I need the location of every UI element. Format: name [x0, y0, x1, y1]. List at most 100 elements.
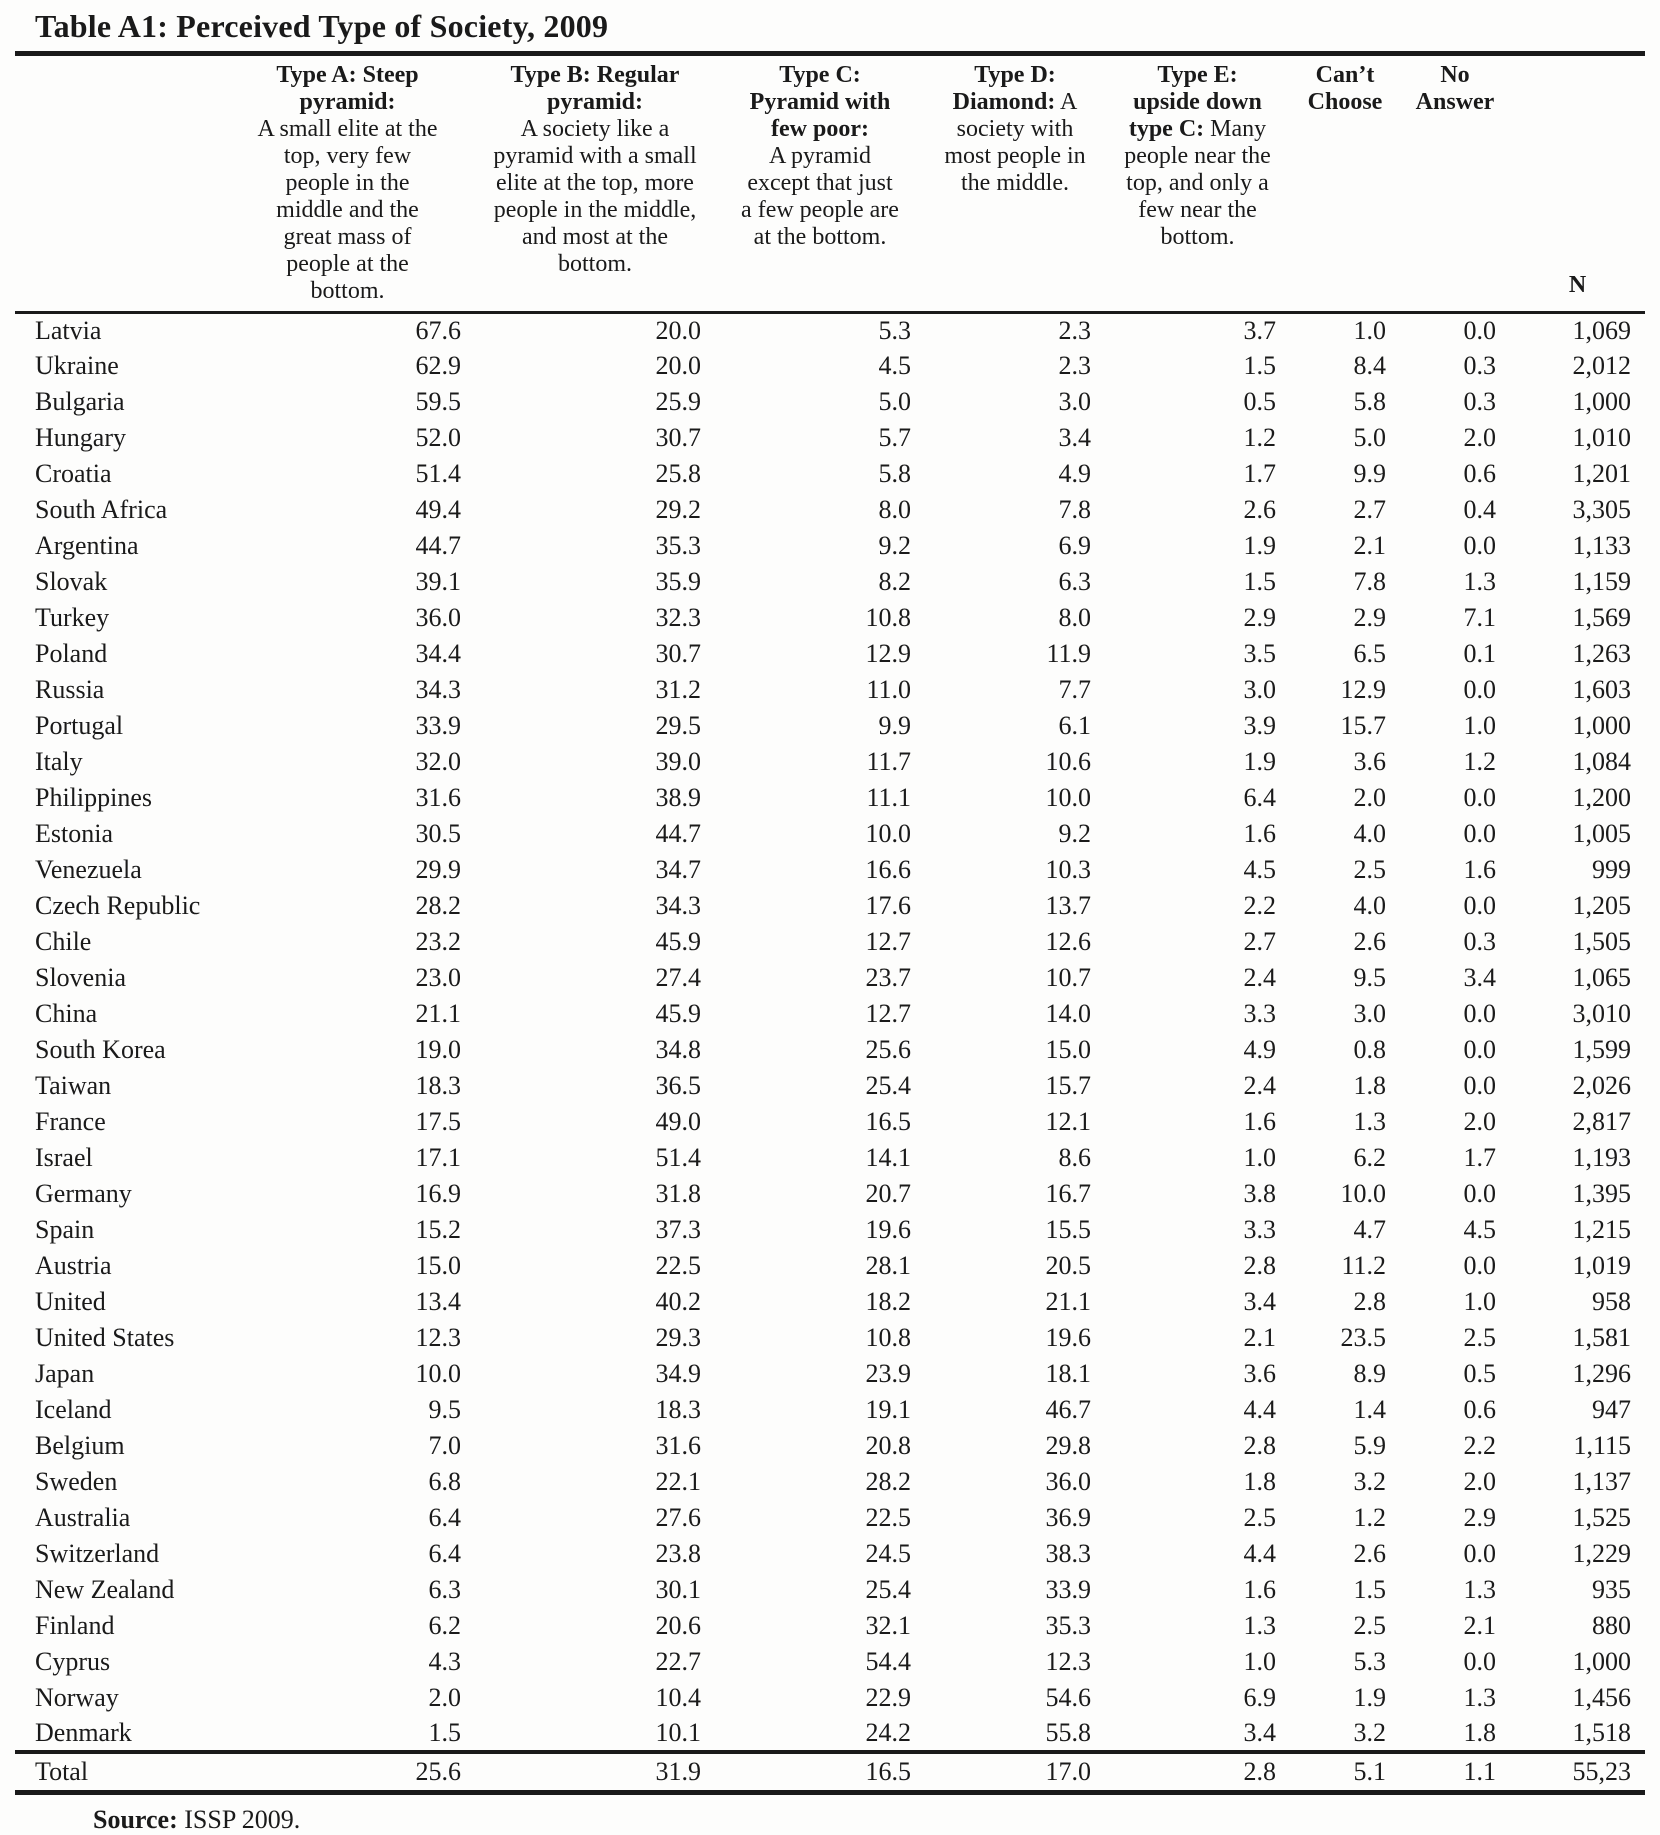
value-cell: 0.0: [1463, 999, 1497, 1029]
value-cell: 3.8: [1243, 1179, 1277, 1209]
value-cell: 1.2: [1353, 1503, 1387, 1533]
table-body: Latvia 67.6 20.0 5.3 2.3 3.7 1.0 0.0 1,069 Ukrain…: [15, 312, 1645, 1752]
value-cell: 15.7: [1045, 1071, 1092, 1101]
value-cell: 10.8: [865, 603, 912, 633]
value-cell: 14.1: [865, 1143, 912, 1173]
value-cell: 18.3: [415, 1071, 462, 1101]
value-cell: 2.4: [1243, 963, 1277, 993]
country-cell: Taiwan: [35, 1071, 112, 1101]
society-type-table: Type A: Steep pyramid: A small elite at …: [15, 50, 1645, 1795]
table-row: Estonia 30.5 44.7 10.0 9.2 1.6 4.0 0.0 1,005: [15, 816, 1645, 852]
value-cell: 1.6: [1243, 1107, 1277, 1137]
value-cell: 0.0: [1463, 1647, 1497, 1677]
value-cell: 15.7: [1340, 711, 1387, 741]
value-cell: 44.7: [415, 531, 462, 561]
value-cell: 1,296: [1572, 1359, 1632, 1389]
table-row: Finland 6.2 20.6 32.1 35.3 1.3 2.5 2.1 880: [15, 1608, 1645, 1644]
value-cell: 33.9: [1045, 1575, 1092, 1605]
country-cell: Italy: [35, 747, 83, 777]
value-cell: 4.5: [1243, 855, 1277, 885]
value-cell: 1.5: [1243, 351, 1277, 381]
value-cell: 0.0: [1463, 1035, 1497, 1065]
value-cell: 16.9: [415, 1179, 462, 1209]
value-cell: 2.0: [428, 1683, 462, 1713]
value-cell: 5.3: [878, 316, 912, 346]
value-cell: 9.9: [1353, 459, 1387, 489]
value-cell: 23.5: [1340, 1323, 1387, 1353]
value-cell: 5.1: [1290, 1750, 1400, 1795]
value-cell: 20.6: [655, 1611, 702, 1641]
value-cell: 16.5: [865, 1107, 912, 1137]
value-cell: 1.6: [1463, 855, 1497, 885]
value-cell: 3,305: [1572, 495, 1632, 525]
value-cell: 1,065: [1572, 963, 1632, 993]
value-cell: 10.4: [655, 1683, 702, 1713]
value-cell: 0.4: [1463, 495, 1497, 525]
value-cell: 2.1: [1463, 1611, 1497, 1641]
country-cell: Estonia: [35, 819, 113, 849]
value-cell: 7.7: [1058, 675, 1092, 705]
value-cell: 2.1: [1243, 1323, 1277, 1353]
value-cell: 40.2: [655, 1287, 702, 1317]
type-c-label: Type C: Pyramid with few poor:: [749, 61, 891, 142]
value-cell: 31.2: [655, 675, 702, 705]
column-header-type-d: Type D: Diamond: A society with most peo…: [925, 53, 1105, 314]
value-cell: 39.0: [655, 747, 702, 777]
value-cell: 21.1: [415, 999, 462, 1029]
value-cell: 1.9: [1243, 531, 1277, 561]
value-cell: 15.2: [415, 1215, 462, 1245]
value-cell: 2.4: [1243, 1071, 1277, 1101]
value-cell: 2.8: [1353, 1287, 1387, 1317]
table-row: Sweden 6.8 22.1 28.2 36.0 1.8 3.2 2.0 1,137: [15, 1464, 1645, 1500]
n-label: N: [1568, 271, 1587, 298]
value-cell: 28.1: [865, 1251, 912, 1281]
value-cell: 32.0: [415, 747, 462, 777]
table-row: Argentina 44.7 35.3 9.2 6.9 1.9 2.1 0.0 1,133: [15, 528, 1645, 564]
column-header-type-a: Type A: Steep pyramid: A small elite at …: [220, 53, 475, 314]
value-cell: 2.6: [1353, 927, 1387, 957]
value-cell: 7.8: [1353, 567, 1387, 597]
value-cell: 38.3: [1045, 1539, 1092, 1569]
value-cell: 6.3: [1058, 567, 1092, 597]
value-cell: 11.7: [866, 747, 911, 777]
value-cell: 23.9: [865, 1359, 912, 1389]
country-cell: New Zealand: [35, 1575, 175, 1605]
country-cell: Czech Republic: [35, 891, 201, 921]
country-cell: Slovak: [35, 567, 108, 597]
value-cell: 0.3: [1463, 927, 1497, 957]
table-row: Japan 10.0 34.9 23.9 18.1 3.6 8.9 0.5 1,296: [15, 1356, 1645, 1392]
value-cell: 20.0: [655, 351, 702, 381]
value-cell: 54.6: [1045, 1683, 1092, 1713]
value-cell: 0.3: [1463, 387, 1497, 417]
type-d-label: Type D: Diamond:: [952, 61, 1056, 115]
country-cell: Russia: [35, 675, 105, 705]
value-cell: 3.4: [1243, 1718, 1277, 1748]
value-cell: 22.1: [655, 1467, 702, 1497]
value-cell: 25.4: [865, 1575, 912, 1605]
type-c-description: A pyramid except that just a few people …: [741, 142, 899, 250]
value-cell: 32.1: [865, 1611, 912, 1641]
table-row: United States 12.3 29.3 10.8 19.6 2.1 23.5 2.5 1…: [15, 1320, 1645, 1356]
value-cell: 1,263: [1572, 639, 1632, 669]
country-cell: Ukraine: [35, 351, 119, 381]
value-cell: 18.2: [865, 1287, 912, 1317]
value-cell: 12.6: [1045, 927, 1092, 957]
column-header-country: [15, 53, 220, 314]
value-cell: 35.3: [1045, 1611, 1092, 1641]
value-cell: 1,084: [1572, 747, 1632, 777]
value-cell: 1.9: [1353, 1683, 1387, 1713]
column-header-type-c: Type C: Pyramid with few poor: A pyramid…: [715, 53, 925, 314]
value-cell: 31.6: [415, 783, 462, 813]
value-cell: 12.7: [865, 927, 912, 957]
value-cell: 3.2: [1353, 1718, 1387, 1748]
value-cell: 1.7: [1463, 1143, 1497, 1173]
value-cell: 2.9: [1353, 603, 1387, 633]
column-header-n: N: [1510, 53, 1645, 314]
no-answer-label: No Answer: [1415, 61, 1495, 115]
value-cell: 20.7: [865, 1179, 912, 1209]
value-cell: 23.0: [415, 963, 462, 993]
value-cell: 11.1: [866, 783, 911, 813]
value-cell: 3.6: [1353, 747, 1387, 777]
value-cell: 0.0: [1463, 316, 1497, 346]
value-cell: 10.0: [865, 819, 912, 849]
